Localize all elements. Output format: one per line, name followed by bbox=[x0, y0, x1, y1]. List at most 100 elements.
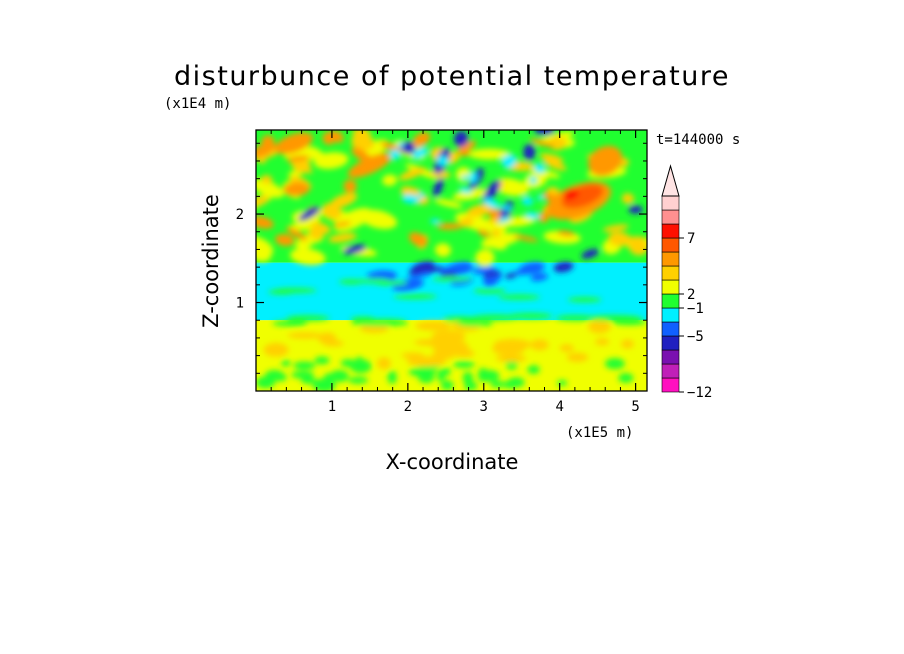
field-anomaly bbox=[343, 179, 357, 193]
field-anomaly bbox=[432, 349, 456, 360]
field-anomaly bbox=[557, 230, 575, 237]
field-anomaly bbox=[281, 359, 291, 367]
colorbar-swatch bbox=[661, 349, 680, 365]
field-anomaly bbox=[459, 217, 474, 228]
field-anomaly bbox=[459, 187, 472, 194]
field-anomaly bbox=[529, 138, 556, 148]
colorbar-swatch bbox=[661, 279, 680, 295]
x-tick-label: 2 bbox=[404, 399, 412, 415]
field-anomaly bbox=[466, 203, 495, 217]
colorbar-swatch bbox=[661, 237, 680, 253]
field-anomaly bbox=[437, 369, 446, 382]
field-anomaly bbox=[348, 376, 369, 384]
y-unit-label: (x1E4 m) bbox=[164, 96, 231, 112]
field-anomaly bbox=[338, 279, 365, 285]
field-anomaly bbox=[521, 196, 534, 206]
field-anomaly bbox=[289, 248, 326, 266]
field-anomaly bbox=[366, 270, 389, 278]
x-tick-label: 5 bbox=[631, 399, 639, 415]
field-anomaly bbox=[475, 249, 495, 267]
x-axis: 1 2 3 4 5 bbox=[270, 130, 640, 415]
field-anomaly bbox=[387, 370, 397, 384]
field-anomaly bbox=[536, 194, 544, 201]
field-anomaly bbox=[401, 194, 420, 204]
field-anomaly bbox=[256, 235, 274, 257]
field-anomaly bbox=[629, 239, 647, 256]
field-anomaly bbox=[539, 153, 564, 163]
field-anomaly bbox=[293, 361, 316, 370]
field-anomaly bbox=[301, 377, 317, 384]
field-anomaly bbox=[347, 246, 362, 253]
field-anomaly bbox=[604, 358, 625, 370]
field-anomaly bbox=[556, 379, 568, 386]
colorbar-swatch bbox=[661, 335, 680, 351]
field-anomaly bbox=[525, 148, 533, 157]
field-anomaly bbox=[347, 152, 392, 178]
field-anomaly bbox=[435, 182, 442, 193]
colorbar-swatch bbox=[661, 223, 680, 239]
colorbar-tick-label: −12 bbox=[687, 385, 712, 401]
field-anomaly bbox=[495, 354, 527, 362]
field-anomaly bbox=[588, 145, 623, 177]
field-anomaly bbox=[602, 224, 629, 232]
field-anomaly bbox=[398, 167, 426, 181]
field-anomaly bbox=[432, 276, 473, 282]
field-anomaly bbox=[491, 228, 501, 238]
field-anomaly bbox=[478, 367, 488, 382]
colorbar-tick-label: 7 bbox=[687, 231, 695, 247]
field-anomaly bbox=[631, 207, 640, 212]
field-anomaly bbox=[286, 155, 310, 162]
field-anomaly bbox=[359, 209, 398, 230]
field-anomaly bbox=[401, 352, 425, 359]
field-anomaly bbox=[427, 266, 444, 273]
field-anomaly bbox=[352, 130, 372, 144]
field-anomaly bbox=[457, 320, 494, 327]
field-anomaly bbox=[508, 313, 553, 320]
field-anomaly bbox=[584, 251, 596, 257]
field-anomaly bbox=[530, 273, 549, 282]
field-anomaly bbox=[621, 193, 635, 205]
field-anomaly bbox=[418, 192, 425, 198]
field-anomaly bbox=[272, 320, 308, 327]
field-anomaly bbox=[430, 218, 441, 224]
field-anomaly bbox=[566, 352, 589, 363]
field-anomaly bbox=[460, 140, 477, 152]
field-anomaly bbox=[377, 357, 391, 370]
field-anomaly bbox=[468, 171, 478, 184]
colorbar-swatch bbox=[661, 251, 680, 267]
field-anomaly bbox=[329, 130, 344, 143]
field-anomaly bbox=[403, 144, 413, 151]
time-label: t=144000 s bbox=[656, 132, 740, 148]
field-anomaly bbox=[497, 216, 511, 223]
field-anomaly bbox=[263, 342, 289, 357]
field-anomaly bbox=[274, 372, 287, 382]
colorbar-tick-label: 2 bbox=[687, 287, 695, 303]
field-anomaly bbox=[364, 318, 407, 325]
field-anomaly bbox=[274, 132, 314, 155]
field-anomaly bbox=[563, 189, 579, 201]
field-anomaly bbox=[456, 134, 466, 143]
field-anomaly bbox=[608, 231, 632, 247]
field-anomaly bbox=[461, 175, 469, 181]
field-anomaly bbox=[453, 360, 475, 369]
field-anomaly bbox=[332, 221, 351, 228]
field-anomaly bbox=[524, 211, 541, 220]
field-anomaly bbox=[486, 185, 497, 198]
field-anomaly bbox=[442, 316, 478, 323]
field-anomaly bbox=[555, 315, 597, 322]
colorbar-swatch bbox=[661, 307, 680, 323]
field-anomaly bbox=[382, 174, 398, 186]
field-anomaly bbox=[268, 289, 295, 295]
field-anomaly bbox=[291, 371, 315, 379]
colorbar-swatch bbox=[661, 265, 680, 281]
field-anomaly bbox=[471, 314, 520, 321]
field-anomaly bbox=[567, 297, 602, 303]
field-anomaly bbox=[256, 196, 269, 207]
chart-title: disturbunce of potential temperature bbox=[174, 61, 730, 92]
field-anomaly bbox=[529, 176, 537, 184]
field-anomaly bbox=[436, 223, 463, 230]
field-anomaly bbox=[417, 369, 435, 384]
field-anomaly bbox=[355, 356, 364, 366]
y-tick-label: 2 bbox=[236, 207, 244, 223]
field-anomaly bbox=[435, 243, 451, 257]
